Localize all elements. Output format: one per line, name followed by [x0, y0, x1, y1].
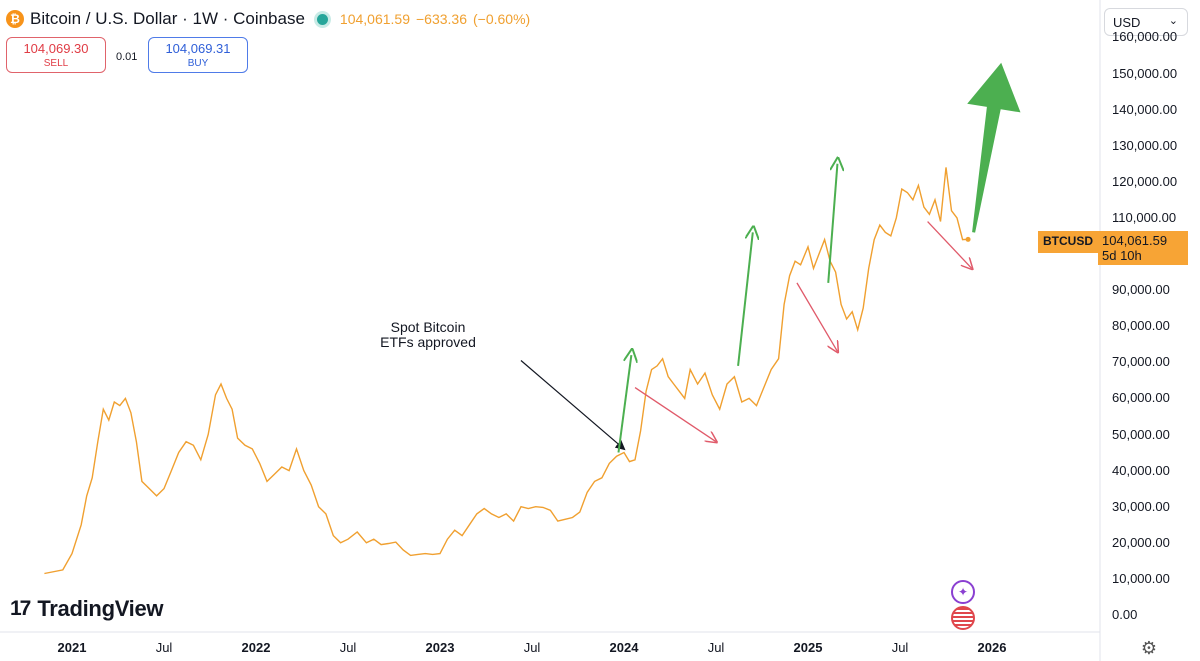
chart-header: ₿ Bitcoin / U.S. Dollar · 1W · Coinbase … — [6, 9, 536, 29]
change-percent: (−0.60%) — [473, 11, 531, 27]
bitcoin-icon: ₿ — [6, 10, 24, 28]
x-tick-label: 2022 — [241, 640, 271, 655]
up-trend-arrow-1 — [617, 355, 631, 453]
sell-label: SELL — [43, 58, 69, 69]
down-trend-arrow-1 — [634, 387, 716, 442]
buy-button[interactable]: 104,069.31 BUY — [148, 37, 248, 73]
y-tick-label: 120,000.00 — [1112, 173, 1178, 189]
price-tag-countdown: 5d 10h — [1102, 248, 1142, 263]
x-tick-label: 2026 — [977, 640, 1007, 655]
sell-button[interactable]: 104,069.30 SELL — [6, 37, 106, 73]
chevron-down-icon: ⌄ — [1168, 15, 1178, 27]
forecast-up-arrow — [967, 62, 1021, 233]
y-tick-label: 50,000.00 — [1112, 426, 1170, 442]
x-tick-label: 2025 — [793, 640, 823, 655]
buy-label: BUY — [187, 58, 209, 69]
x-tick-label: Jul — [339, 640, 357, 655]
y-tick-label: 150,000.00 — [1112, 65, 1178, 81]
buy-price: 104,069.31 — [165, 41, 231, 56]
x-tick-label: 2021 — [57, 640, 87, 655]
x-tick-label: Jul — [155, 640, 173, 655]
x-tick-label: Jul — [707, 640, 725, 655]
live-icon[interactable]: ✦ — [951, 580, 975, 604]
us-flag-icon[interactable] — [951, 606, 975, 630]
change-value: −633.36 — [416, 11, 467, 27]
x-tick-label: Jul — [523, 640, 541, 655]
currency-label: USD — [1113, 15, 1141, 30]
y-tick-label: 40,000.00 — [1112, 462, 1170, 478]
y-tick-label: 80,000.00 — [1112, 318, 1170, 334]
price-tag-symbol: BTCUSD — [1038, 231, 1098, 253]
y-tick-label: 60,000.00 — [1112, 390, 1170, 406]
y-tick-label: 30,000.00 — [1112, 498, 1170, 514]
y-tick-label: 110,000.00 — [1112, 209, 1177, 225]
etf-annotation: Spot Bitcoin ETFs approved — [368, 320, 488, 350]
price-tag-value: 104,061.59 5d 10h — [1098, 231, 1188, 265]
ohlc-values: 104,061.59 −633.36 (−0.60%) — [340, 11, 536, 27]
settings-icon[interactable]: ⚙ — [1140, 638, 1158, 658]
btcusd-price-line — [44, 167, 969, 575]
annotation-line-1: Spot Bitcoin — [390, 319, 466, 335]
y-tick-label: 90,000.00 — [1112, 282, 1170, 298]
down-trend-arrow-3 — [927, 221, 972, 269]
x-tick-label: 2023 — [425, 640, 455, 655]
y-tick-label: 20,000.00 — [1112, 534, 1170, 550]
etf-annotation-arrow — [520, 360, 626, 451]
last-value: 104,061.59 — [339, 11, 410, 27]
down-trend-arrow-2 — [796, 282, 837, 352]
tradingview-wordmark: TradingView — [37, 596, 164, 621]
y-tick-label: 10,000.00 — [1112, 570, 1170, 586]
y-tick-label: 140,000.00 — [1112, 101, 1178, 117]
up-trend-arrow-2 — [737, 232, 753, 367]
price-tag-price: 104,061.59 — [1102, 233, 1168, 248]
tradingview-logo[interactable]: 17 TradingView — [10, 596, 164, 622]
annotation-line-2: ETFs approved — [380, 334, 476, 350]
last-price-tag: BTCUSD 104,061.59 5d 10h — [1038, 231, 1188, 265]
last-price-dot — [965, 236, 971, 242]
up-trend-arrow-3 — [827, 164, 837, 283]
x-tick-label: 2024 — [609, 640, 639, 655]
symbol-title[interactable]: Bitcoin / U.S. Dollar · 1W · Coinbase — [30, 9, 305, 28]
y-tick-label: 0.00 — [1112, 607, 1138, 622]
x-tick-label: Jul — [891, 640, 909, 655]
currency-select[interactable]: USD ⌄ — [1104, 8, 1188, 36]
spread-value: 0.01 — [116, 51, 138, 63]
y-tick-label: 70,000.00 — [1112, 354, 1170, 370]
y-tick-label: 130,000.00 — [1112, 137, 1178, 153]
tradingview-mark-icon: 17 — [10, 597, 31, 620]
y-tick-label: 160,000.00 — [1112, 29, 1178, 45]
sell-price: 104,069.30 — [23, 41, 89, 56]
market-open-icon — [316, 13, 328, 25]
